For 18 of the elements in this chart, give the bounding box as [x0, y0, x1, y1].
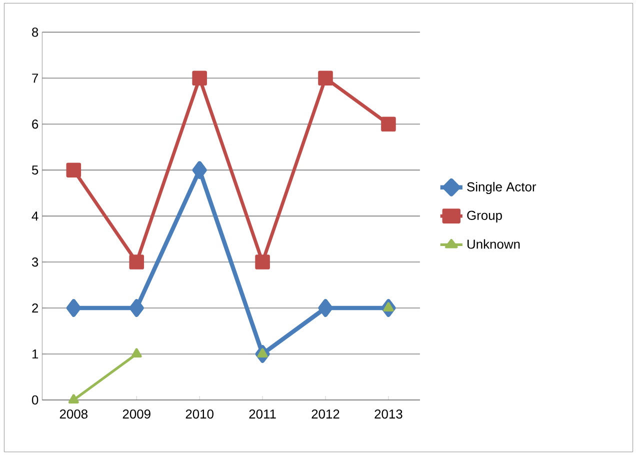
legend-label: Group	[467, 210, 502, 222]
y-tick-label: 8	[32, 28, 38, 37]
y-tick-label: 7	[32, 74, 38, 83]
x-tick-label: 2009	[122, 409, 150, 419]
y-tick-label: 4	[32, 212, 38, 220]
legend-label: Unknown	[468, 239, 520, 249]
y-tick-label: 6	[32, 119, 38, 129]
legend-label: Single Actor	[467, 182, 536, 194]
y-tick-label: 2	[32, 303, 38, 312]
x-tick-label: 2010	[186, 409, 214, 419]
x-tick-label: 2012	[312, 409, 340, 419]
x-tick-label: 2013	[374, 409, 402, 419]
y-tick-label: 1	[32, 349, 38, 358]
x-tick-label: 2008	[60, 409, 88, 419]
x-tick-label: 2011	[249, 409, 276, 419]
y-tick-label: 3	[32, 257, 38, 267]
y-tick-label: 0	[32, 395, 38, 404]
y-tick-label: 5	[32, 166, 38, 175]
